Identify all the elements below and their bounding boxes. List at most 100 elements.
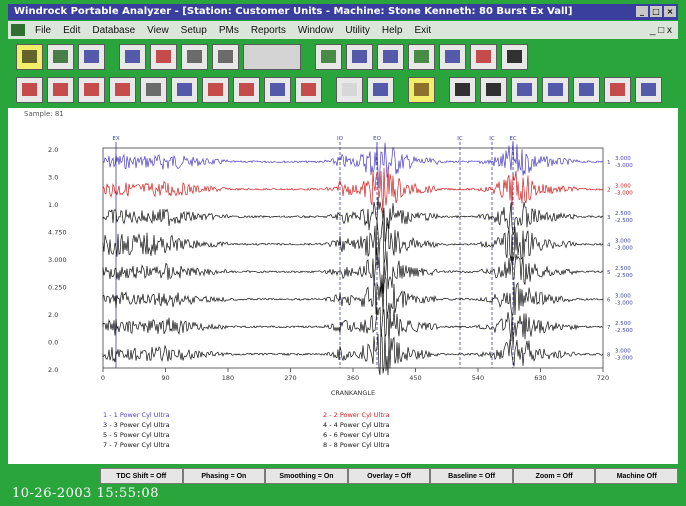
channel-number: 8	[607, 352, 611, 358]
trend-button[interactable]	[315, 44, 342, 70]
y-tick-label: 0.0	[48, 339, 58, 347]
channel-range-top: 3.000	[615, 238, 631, 244]
legend-item: 4 - 4 Power Cyl Ultra	[323, 421, 390, 429]
file-button[interactable]	[212, 44, 239, 70]
status-segment[interactable]: Baseline = Off	[430, 468, 513, 484]
maximize-button[interactable]: □	[650, 6, 662, 17]
phase-button[interactable]	[573, 77, 600, 103]
menu-pms[interactable]: PMs	[218, 24, 239, 36]
window-button[interactable]	[119, 44, 146, 70]
spectrum-button[interactable]	[408, 44, 435, 70]
status-segment[interactable]: Zoom = Off	[512, 468, 596, 484]
overlay-button[interactable]	[78, 77, 105, 103]
menu-setup[interactable]: Setup	[180, 24, 207, 36]
toolbar-main	[8, 41, 678, 73]
window-controls: _ □ ×	[636, 6, 676, 17]
trace-channel-3	[102, 197, 604, 242]
menu-database[interactable]: Database	[92, 24, 136, 36]
status-segment[interactable]: Machine Off	[595, 468, 679, 484]
marker-label: EX	[112, 136, 119, 142]
x-axis-label: CRANKANGLE	[331, 389, 375, 397]
mdi-controls[interactable]: _ □ x	[649, 24, 672, 36]
trace-channel-8	[102, 330, 604, 376]
y-tick-label: 3.000	[48, 256, 67, 264]
legend-item: 6 - 6 Power Cyl Ultra	[323, 431, 390, 439]
menu-utility[interactable]: Utility	[345, 24, 370, 36]
x-tick-label: 720	[597, 374, 609, 382]
window-title: Windrock Portable Analyzer - [Station: C…	[14, 6, 573, 17]
fft-button[interactable]	[542, 77, 569, 103]
zoom-button[interactable]	[202, 77, 229, 103]
cursor-button[interactable]	[47, 77, 74, 103]
open-button[interactable]	[16, 44, 43, 70]
status-bar: TDC Shift = Off Phasing = On Smoothing = O…	[100, 468, 679, 484]
menu-view[interactable]: View	[147, 24, 169, 36]
pulse-button[interactable]	[511, 77, 538, 103]
filter-button[interactable]	[109, 77, 136, 103]
channel-number: 2	[607, 187, 611, 193]
y-tick-label: 1.0	[48, 201, 58, 209]
stack-button[interactable]	[295, 77, 322, 103]
x-tick-label: 360	[347, 374, 359, 382]
channel-range-bottom: -3.000	[615, 245, 633, 251]
channel-range-bottom: -3.000	[615, 190, 633, 196]
x-tick-label: 180	[222, 374, 234, 382]
channel-number: 7	[607, 325, 611, 331]
grid-button[interactable]	[16, 77, 43, 103]
channel-range-top: 2.500	[615, 211, 631, 217]
y-tick-label: 2.0	[48, 146, 58, 154]
pen-button[interactable]	[47, 44, 74, 70]
blank-2-button[interactable]	[336, 77, 363, 103]
channel-number: 6	[607, 297, 611, 303]
channel-legend: 1 - 1 Power Cyl Ultra 2 - 2 Power Cyl Ult…	[103, 411, 523, 449]
menu-window[interactable]: Window	[297, 24, 334, 36]
menu-exit[interactable]: Exit	[414, 24, 432, 36]
y-tick-label: 2.0	[48, 366, 58, 374]
legend-item: 5 - 5 Power Cyl Ultra	[103, 431, 170, 439]
channel-number: 5	[607, 270, 611, 276]
waveform-button[interactable]	[377, 44, 404, 70]
clock-button[interactable]	[140, 77, 167, 103]
arrow-button[interactable]	[367, 77, 394, 103]
x-tick-label: 630	[534, 374, 546, 382]
status-segment[interactable]: TDC Shift = Off	[100, 468, 183, 484]
menu-reports[interactable]: Reports	[250, 24, 286, 36]
scan-button[interactable]	[346, 44, 373, 70]
menu-bar: File Edit Database View Setup PMs Report…	[8, 21, 678, 39]
app-menu-icon[interactable]	[11, 24, 25, 36]
compressor-button[interactable]	[150, 44, 177, 70]
legend-item: 3 - 3 Power Cyl Ultra	[103, 421, 170, 429]
compare-button[interactable]	[264, 77, 291, 103]
cylinder-button[interactable]	[408, 77, 435, 103]
y-tick-label: 2.0	[48, 311, 58, 319]
status-segment[interactable]: Smoothing = On	[265, 468, 348, 484]
minimize-button[interactable]: _	[636, 6, 648, 17]
menu-file[interactable]: File	[35, 24, 52, 36]
scale-button[interactable]	[439, 44, 466, 70]
bar-button[interactable]	[171, 77, 198, 103]
clock: 10-26-2003 15:55:08	[12, 486, 159, 501]
rod-button[interactable]	[480, 77, 507, 103]
status-segment[interactable]: Phasing = On	[182, 468, 266, 484]
waveform-plot[interactable]: 0 90 180 270 360 450 540 630 720 CRANKANGLE 2.0 3.0…	[8, 108, 678, 408]
channel-range-bottom: -2.500	[615, 218, 633, 224]
pv-button[interactable]	[233, 77, 260, 103]
list-button[interactable]	[78, 44, 105, 70]
red-wave-button[interactable]	[604, 77, 631, 103]
y-tick-label: 4.750	[48, 229, 67, 237]
menu-edit[interactable]: Edit	[63, 24, 81, 36]
y-tick-label: 3.0	[48, 174, 58, 182]
x-tick-label: 90	[161, 374, 169, 382]
chart-button[interactable]	[470, 44, 497, 70]
sample-label: Sample: 81	[24, 110, 64, 118]
table-button[interactable]	[635, 77, 662, 103]
close-button[interactable]: ×	[664, 6, 676, 17]
menu-help[interactable]: Help	[381, 24, 403, 36]
skull-button[interactable]	[501, 44, 528, 70]
valve-button[interactable]	[449, 77, 476, 103]
x-tick-label: 270	[284, 374, 296, 382]
status-segment[interactable]: Overlay = Off	[347, 468, 431, 484]
report-button[interactable]	[181, 44, 208, 70]
blank-field-button[interactable]	[243, 44, 301, 70]
channel-range-top: 3.000	[615, 348, 631, 354]
